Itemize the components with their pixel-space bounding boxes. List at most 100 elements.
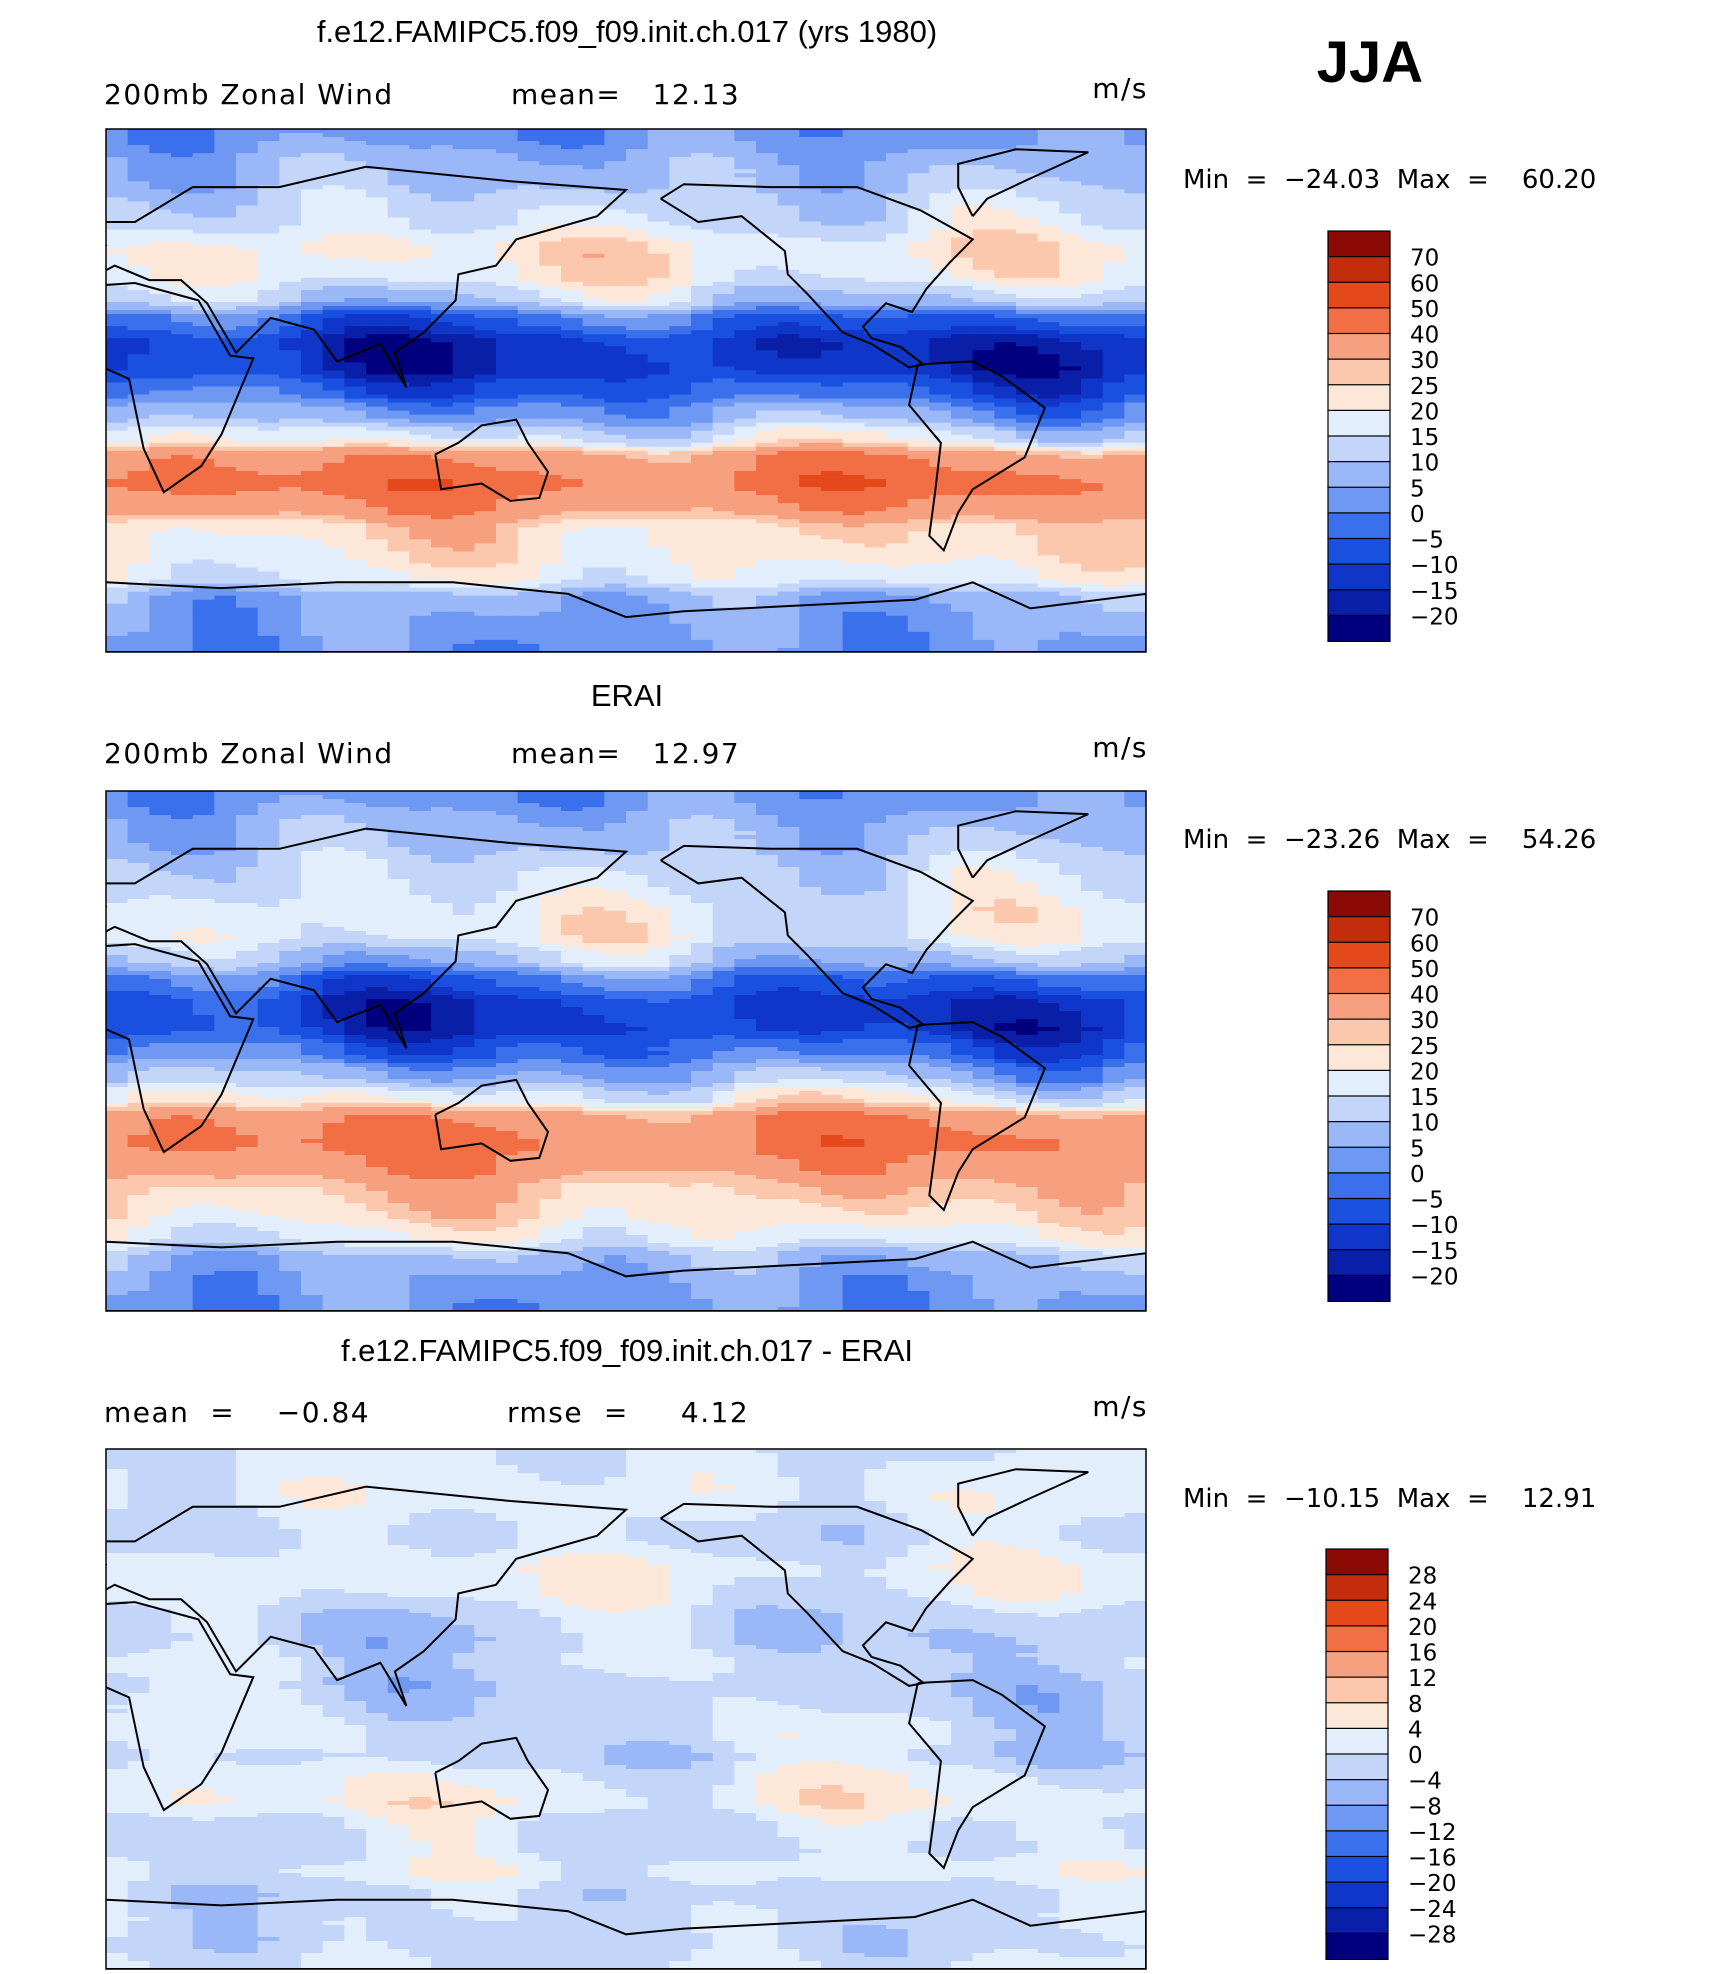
contour-cell [431, 165, 454, 170]
contour-cell [712, 173, 735, 178]
contour-cell [712, 281, 735, 287]
contour-cell [257, 289, 280, 295]
contour-cell [1016, 326, 1039, 331]
contour-cell [777, 193, 800, 198]
contour-cell [214, 430, 237, 436]
contour-cell [951, 499, 974, 504]
contour-cell [192, 503, 215, 508]
contour-cell [301, 149, 324, 154]
contour-cell [756, 382, 779, 388]
contour-cell [1081, 285, 1104, 291]
contour-cell [322, 225, 345, 231]
contour-cell [474, 495, 497, 500]
contour-cell [1102, 342, 1125, 347]
contour-cell [951, 330, 974, 335]
contour-cell [842, 426, 865, 432]
contour-cell [301, 374, 324, 380]
contour-cell [756, 487, 779, 492]
contour-cell [994, 318, 1017, 323]
contour-cell [777, 181, 800, 186]
contour-cell [821, 495, 844, 500]
contour-cell [149, 527, 172, 532]
contour-cell [452, 297, 475, 303]
contour-cell [366, 285, 389, 291]
contour-cell [561, 358, 584, 363]
contour-cell [821, 306, 844, 311]
contour-cell [106, 306, 129, 311]
contour-cell [474, 503, 497, 508]
contour-cell [972, 511, 995, 516]
contour-cell [1016, 503, 1039, 508]
contour-cell [387, 410, 410, 416]
contour-cell [929, 499, 952, 504]
contour-cell [842, 483, 865, 488]
contour-cell [777, 527, 800, 532]
contour-cell [669, 297, 692, 303]
contour-cell [106, 543, 129, 548]
contour-cell [1016, 217, 1039, 223]
contour-cell [669, 173, 692, 178]
contour-cell [409, 229, 432, 235]
contour-cell [1081, 386, 1104, 392]
contour-cell [1102, 161, 1125, 166]
contour-cell [1016, 442, 1039, 448]
contour-cell [539, 293, 562, 299]
contour-cell [886, 249, 909, 255]
contour-cell [517, 177, 540, 182]
contour-cell [474, 438, 497, 444]
contour-cell [951, 133, 974, 138]
contour-cell [669, 338, 692, 343]
contour-cell [842, 281, 865, 287]
contour-cell [344, 229, 367, 235]
contour-cell [777, 213, 800, 219]
contour-cell [886, 157, 909, 162]
contour-cell [257, 237, 280, 243]
contour-cell [1016, 507, 1039, 512]
contour-cell [474, 277, 497, 283]
contour-cell [929, 326, 952, 331]
contour-cell [127, 430, 150, 436]
contour-cell [127, 181, 150, 186]
contour-cell [257, 257, 280, 263]
contour-cell [1037, 462, 1060, 468]
contour-cell [691, 334, 714, 339]
contour-cell [1037, 358, 1060, 363]
contour-cell [712, 149, 735, 154]
contour-cell [799, 281, 822, 287]
contour-cell [972, 269, 995, 275]
contour-cell [1059, 265, 1082, 271]
contour-cell [647, 511, 670, 516]
contour-cell [604, 261, 627, 267]
contour-cell [994, 193, 1017, 198]
contour-cell [192, 442, 215, 448]
contour-cell [257, 221, 280, 227]
contour-cell [301, 422, 324, 428]
contour-cell [604, 342, 627, 347]
contour-cell [604, 503, 627, 508]
contour-cell [1016, 285, 1039, 291]
contour-cell [496, 531, 519, 536]
contour-cell [582, 330, 605, 335]
contour-cell [192, 310, 215, 315]
contour-cell [647, 479, 670, 484]
contour-cell [236, 318, 259, 323]
contour-cell [604, 277, 627, 283]
contour-cell [409, 173, 432, 178]
contour-cell [864, 221, 887, 227]
contour-cell [431, 322, 454, 327]
contour-cell [236, 273, 259, 279]
contour-cell [366, 543, 389, 548]
contour-cell [1081, 245, 1104, 251]
contour-cell [799, 149, 822, 154]
contour-cell [669, 507, 692, 512]
contour-cell [864, 382, 887, 388]
contour-cell [106, 511, 129, 516]
contour-cell [972, 418, 995, 424]
contour-cell [691, 141, 714, 146]
contour-cell [994, 398, 1017, 404]
contour-cell [712, 394, 735, 400]
contour-cell [626, 491, 649, 496]
contour-cell [431, 157, 454, 162]
contour-cell [972, 213, 995, 219]
contour-cell [1102, 422, 1125, 428]
